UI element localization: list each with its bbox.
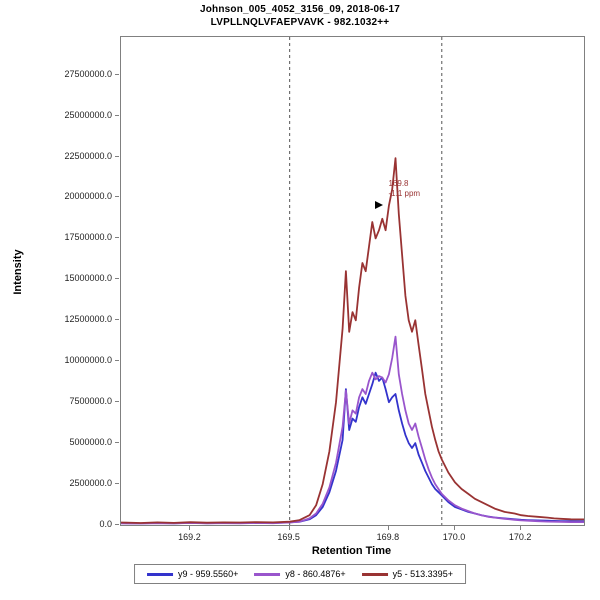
y-tick-mark <box>115 524 119 525</box>
legend-item-y5[interactable]: y5 - 513.3395+ <box>361 569 453 579</box>
legend-label-y8: y8 - 860.4876+ <box>285 569 346 579</box>
x-tick-label: 169.8 <box>376 532 400 542</box>
y-tick-mark <box>115 401 119 403</box>
y-tick-label: 5000000.0 <box>69 437 112 448</box>
y-tick-label: 10000000.0 <box>64 355 112 366</box>
y-tick-label: 0.0 <box>99 519 112 529</box>
x-tick-label: 169.2 <box>178 532 201 542</box>
x-tick-mark <box>520 526 522 530</box>
y-tick-label: 2500000.0 <box>69 478 112 489</box>
y-tick-mark <box>115 114 119 116</box>
y-tick-mark <box>115 155 119 157</box>
chart-title-file: Johnson_005_4052_3156_09, 2018-06-17 <box>199 4 401 15</box>
x-tick-mark <box>454 526 456 530</box>
legend: y9 - 959.5560+ y8 - 860.4876+ y5 - 513.339… <box>134 564 466 584</box>
legend-label-y5: y5 - 513.3395+ <box>392 569 453 579</box>
series-line-y5 <box>121 157 584 524</box>
legend-line-swatch-y8 <box>254 572 281 576</box>
y-tick-mark <box>115 319 119 321</box>
legend-line-swatch-y5 <box>361 572 388 576</box>
peak-ppm-label: -1.1 ppm <box>388 189 421 199</box>
legend-item-y9[interactable]: y9 - 959.5560+ <box>147 569 238 579</box>
y-tick-mark <box>115 237 119 239</box>
series-line-y8 <box>121 335 584 525</box>
peak-annotation: 169.8 -1.1 ppm <box>388 179 420 199</box>
y-tick-mark <box>115 196 119 198</box>
x-tick-mark <box>189 526 191 530</box>
legend-label-y9: y9 - 959.5560+ <box>178 569 239 579</box>
y-tick-label: 20000000.0 <box>64 191 112 202</box>
y-tick-label: 22500000.0 <box>64 150 112 161</box>
chromatogram-canvas <box>121 37 584 525</box>
y-tick-label: 25000000.0 <box>64 109 112 120</box>
x-tick-mark <box>387 526 389 530</box>
y-tick-label: 27500000.0 <box>64 68 112 79</box>
y-tick-label: 17500000.0 <box>64 232 112 243</box>
y-tick-label: 7500000.0 <box>69 396 112 407</box>
x-tick-label: 170.0 <box>442 532 466 542</box>
series-line-y9 <box>121 371 584 525</box>
x-tick-label: 170.2 <box>508 532 532 542</box>
y-tick-label: 12500000.0 <box>64 314 112 325</box>
x-axis-label: Retention Time <box>311 545 392 557</box>
peak-arrow-icon <box>375 201 384 210</box>
y-tick-mark <box>115 360 119 362</box>
x-tick-label: 169.5 <box>277 532 300 542</box>
y-tick-label: 15000000.0 <box>64 273 112 284</box>
legend-line-swatch-y9 <box>147 572 174 576</box>
y-tick-mark <box>115 73 119 75</box>
plot-area[interactable] <box>120 36 585 526</box>
peak-rt-label: 169.8 <box>388 179 409 189</box>
y-tick-mark <box>115 483 119 485</box>
chart-title-peptide: LVPLLNQLVFAEPVAVK - 982.1032++ <box>210 17 390 28</box>
x-tick-mark <box>288 526 290 530</box>
y-tick-mark <box>115 278 119 280</box>
legend-item-y8[interactable]: y8 - 860.4876+ <box>254 569 346 579</box>
y-tick-mark <box>115 442 119 444</box>
